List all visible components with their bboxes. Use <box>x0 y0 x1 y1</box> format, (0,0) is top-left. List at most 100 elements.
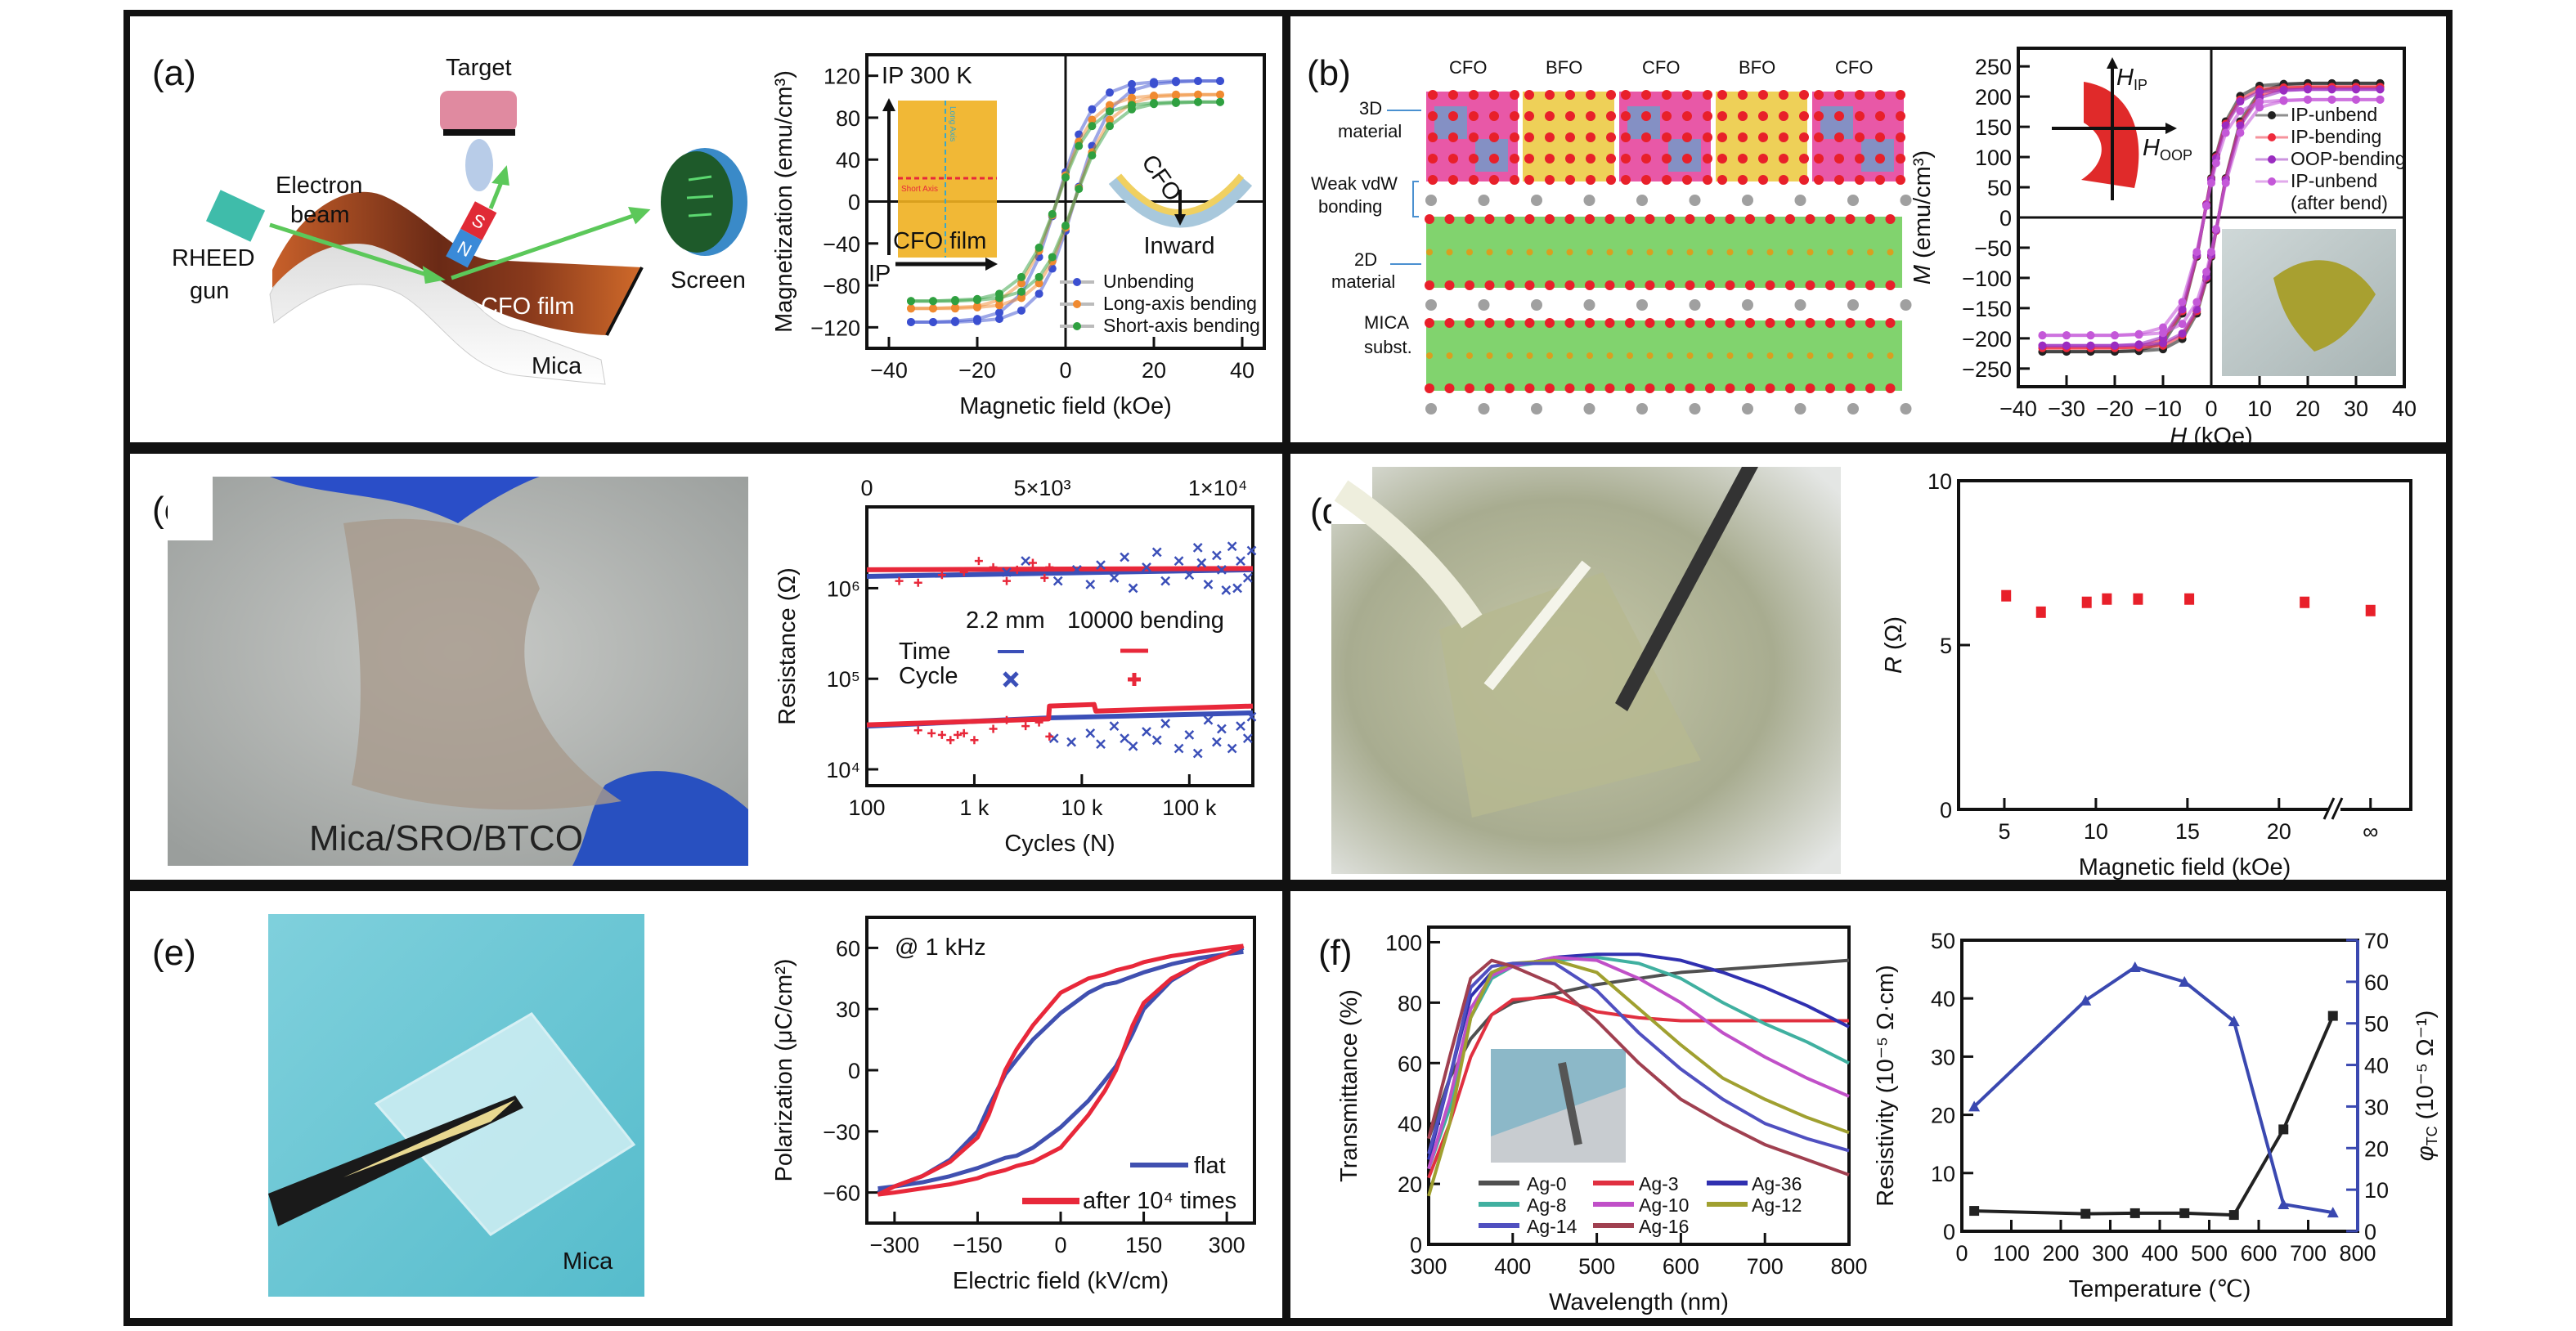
data-point <box>2279 96 2288 105</box>
data-point <box>929 297 937 306</box>
oxygen-atom <box>1448 154 1458 164</box>
legend-cycle-x <box>1003 671 1019 688</box>
y-tick-label: 0 <box>1999 206 2012 231</box>
bent-film-icon <box>2081 82 2139 188</box>
data-point <box>1048 253 1057 262</box>
h-subscript: IP <box>2134 77 2147 93</box>
cycle-point-x <box>1236 721 1245 732</box>
y-tick-label: 60 <box>1398 1051 1422 1076</box>
cation-atom <box>1707 249 1713 256</box>
legend-label: Unbending <box>1103 271 1194 292</box>
legend-label: OOP-bending <box>2291 148 2406 169</box>
x-tick-label: 600 <box>1663 1254 1699 1279</box>
x-tick-label: −30 <box>2048 397 2085 421</box>
oxygen-atom <box>1865 214 1875 224</box>
oxygen-atom <box>1845 383 1856 393</box>
data-point <box>2327 95 2336 104</box>
inset-photo-detail <box>1491 1087 1626 1163</box>
series-line <box>1427 958 1850 1197</box>
oxygen-atom <box>1825 214 1835 224</box>
oxygen-atom <box>1625 318 1635 328</box>
y-tick-label: 250 <box>1975 55 2012 79</box>
legend-marker <box>1073 322 1081 330</box>
oxygen-atom <box>1805 383 1815 393</box>
top-x-tick-label: 0 <box>860 476 873 500</box>
cation-atom <box>1806 249 1814 256</box>
oxygen-atom <box>1645 318 1655 328</box>
data-point <box>2111 331 2119 340</box>
screen-icon <box>661 151 733 253</box>
y-tick-label: −120 <box>810 316 860 340</box>
label-2d: 2D <box>1354 249 1377 270</box>
oxygen-atom <box>1545 175 1555 185</box>
cation-atom <box>1506 249 1513 256</box>
label-bonding: bonding <box>1318 196 1382 217</box>
oxygen-atom <box>1585 383 1595 393</box>
arrowhead <box>882 98 895 111</box>
x-axis-label: Cycles (N) <box>1004 831 1115 857</box>
cycle-point-x <box>1227 541 1237 552</box>
cycle-point-x <box>1096 560 1106 571</box>
photo-c: Mica/SRO/BTCO <box>168 477 748 866</box>
inset-photo-sample <box>2273 260 2376 352</box>
oxygen-atom <box>1758 175 1768 185</box>
y-tick-label: −30 <box>823 1120 860 1145</box>
oxygen-atom <box>1606 175 1616 185</box>
cation-atom <box>1526 249 1533 256</box>
y2-tick-label: 40 <box>2364 1054 2389 1078</box>
cation-atom <box>1667 249 1673 256</box>
potassium-atom <box>1794 299 1806 311</box>
oxygen-atom <box>1565 90 1575 100</box>
oxygen-atom <box>1621 111 1631 121</box>
cycle-point-x <box>1120 552 1130 562</box>
tweezers <box>1615 467 1758 711</box>
cycle-point-x <box>1221 585 1232 595</box>
cation-atom <box>1887 352 1894 359</box>
label-weak-vdw: Weak vdW <box>1311 173 1398 194</box>
oxygen-atom <box>1621 154 1631 164</box>
oxygen-atom <box>1799 111 1809 121</box>
oxygen-atom <box>1745 318 1755 328</box>
oxygen-atom <box>1855 132 1865 142</box>
oxygen-atom <box>1875 175 1885 185</box>
data-point <box>2202 201 2211 210</box>
x-tick-label: 20 <box>2296 397 2320 421</box>
oxygen-atom <box>1606 90 1616 100</box>
cycle-point-x <box>1085 728 1096 738</box>
data-point <box>2192 248 2201 257</box>
x-tick-label: 800 <box>2339 1241 2376 1266</box>
y-tick-label: 60 <box>836 936 860 961</box>
data-point <box>1088 105 1097 114</box>
cation-atom <box>1747 249 1753 256</box>
rheed-schematic: S N Target Electron beam RHEED gun Scree… <box>172 55 747 385</box>
oxygen-atom <box>1885 383 1896 393</box>
oxygen-atom <box>1662 111 1672 121</box>
cation-atom <box>1526 352 1533 359</box>
legend-label: Short-axis bending <box>1103 315 1260 336</box>
data-point <box>2211 225 2220 234</box>
y-tick-label: −60 <box>823 1181 860 1206</box>
series-line <box>1427 958 1850 1176</box>
oxygen-atom <box>1738 90 1748 100</box>
oxygen-atom <box>1645 214 1655 224</box>
oxygen-atom <box>1586 132 1595 142</box>
cation-atom <box>1566 352 1573 359</box>
oxygen-atom <box>1814 154 1824 164</box>
data-point <box>907 297 915 306</box>
annotation-h-oop: HOOP <box>2143 135 2192 164</box>
cycle-point-x <box>1203 715 1214 725</box>
y-tick-label: 150 <box>1975 115 2012 140</box>
oxygen-atom <box>1705 383 1715 393</box>
legend-label: Long-axis bending <box>1103 293 1257 314</box>
cycle-point-x <box>1242 572 1253 583</box>
data-point-triangle <box>2080 994 2092 1006</box>
target-base <box>443 129 515 136</box>
legend-label: Ag-12 <box>1752 1194 1802 1216</box>
y-tick-label: 10⁴ <box>826 758 860 782</box>
y-axis-unit: (emu/cm³) <box>1910 150 1936 265</box>
data-point-triangle <box>2129 961 2141 973</box>
legend-marker <box>2268 177 2276 186</box>
data-point <box>1128 86 1136 95</box>
cycle-point-x <box>1066 737 1077 747</box>
x-tick-label: 20 <box>2267 819 2291 844</box>
